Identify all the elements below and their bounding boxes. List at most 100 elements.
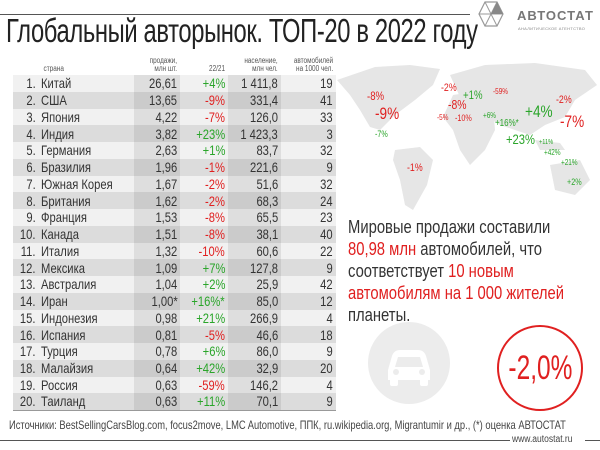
summary-line-5: планеты. (348, 304, 411, 325)
rank: 2. (13, 91, 39, 109)
table-row: 16. Испания 0,81 -5% 46,6 18 (13, 326, 336, 343)
change: -5% (180, 326, 229, 343)
population: 51,6 (228, 175, 281, 193)
sources-note: Источники: BestSellingCarsBlog.com, focu… (9, 418, 566, 432)
change: +4% (180, 75, 229, 92)
logo-hexagon-icon (478, 1, 504, 27)
table-row: 12. Мексика 1,09 +7% 127,8 9 (13, 259, 336, 276)
change: -7% (180, 108, 229, 126)
world-map: -8% -9% -7% -1% -2% +1% -8% -5% -10% +6% -59% +16%*… (335, 55, 600, 215)
country: Испания (38, 326, 135, 343)
total-change-value: -2,0% (508, 348, 572, 387)
map-change-label: -9% (375, 104, 400, 123)
per1000: 4 (280, 376, 336, 394)
change: -2% (180, 192, 229, 209)
rank: 17. (13, 343, 39, 360)
population: 126,0 (228, 108, 281, 126)
table-row: 13. Австралия 1,04 +2% 25,9 42 (13, 276, 336, 293)
country: Турция (38, 343, 135, 360)
table-row: 1. Китай 26,61 +4% 1 411,8 19 (13, 75, 336, 92)
rank: 5. (13, 142, 39, 159)
table-row: 7. Южная Корея 1,67 -2% 51,6 32 (13, 175, 336, 193)
sales: 13,65 (134, 91, 181, 109)
rank: 9. (13, 209, 39, 226)
map-change-label: +2% (567, 177, 582, 187)
per1000: 12 (280, 292, 336, 310)
per1000: 19 (280, 75, 336, 92)
population: 1 411,8 (228, 75, 281, 92)
country: Бразилия (38, 158, 135, 176)
country: Япония (38, 108, 135, 126)
population: 331,4 (228, 91, 281, 109)
sales: 0,81 (134, 326, 181, 343)
rank: 19. (13, 376, 39, 394)
rank: 7. (13, 175, 39, 193)
logo-subtitle: АНАЛИТИЧЕСКОЕ АГЕНТСТВО (518, 26, 586, 31)
population: 32,9 (228, 359, 281, 377)
table-row: 11. Италия 1,32 -10% 60,6 22 (13, 242, 336, 260)
header-sales: продажи, млн шт. (150, 56, 178, 73)
per1000: 4 (280, 309, 336, 327)
map-change-label: -7% (375, 129, 388, 139)
table-row: 19. Россия 0,63 -59% 146,2 4 (13, 376, 336, 394)
table-row: 20. Таиланд 0,63 +11% 70,1 9 (13, 393, 336, 410)
rank: 3. (13, 108, 39, 126)
population: 266,9 (228, 309, 281, 327)
country: Британия (38, 192, 135, 209)
rank: 18. (13, 359, 39, 377)
map-change-label: +4% (525, 102, 553, 121)
summary-line-1: Мировые продажи составили (348, 216, 551, 237)
change: +2% (180, 276, 229, 293)
population: 46,6 (228, 326, 281, 343)
sales: 1,53 (134, 209, 181, 226)
population: 25,9 (228, 276, 281, 293)
map-change-label: +16%* (495, 118, 519, 129)
table-row: 6. Бразилия 1,96 -1% 221,6 9 (13, 158, 336, 176)
sales: 0,63 (134, 393, 181, 410)
change: -2% (180, 175, 229, 193)
rank: 1. (13, 75, 39, 92)
summary-per1000: 10 новым (448, 260, 514, 281)
country: Мексика (38, 259, 135, 276)
rank: 10. (13, 225, 39, 243)
country: Италия (38, 242, 135, 260)
change: -9% (180, 91, 229, 109)
map-change-label: +42% (544, 148, 561, 157)
sales: 2,63 (134, 142, 181, 159)
change: +7% (180, 259, 229, 276)
change: +11% (180, 393, 229, 410)
map-change-label: -5% (437, 113, 449, 122)
world-map-shapes (337, 63, 597, 210)
per1000: 33 (280, 108, 336, 126)
rank: 20. (13, 393, 39, 410)
rank: 6. (13, 158, 39, 176)
country: Франция (38, 209, 135, 226)
population: 70,1 (228, 393, 281, 410)
sales: 1,51 (134, 225, 181, 243)
total-change-badge: -2,0% (497, 325, 583, 411)
country: США (38, 91, 135, 109)
population: 60,6 (228, 242, 281, 260)
table-row: 4. Индия 3,82 +23% 1 423,3 3 (13, 125, 336, 142)
map-change-label: -8% (367, 89, 385, 103)
country: Южная Корея (38, 175, 135, 193)
summary-line-2: автомобилей, что (416, 238, 542, 259)
change: -8% (180, 225, 229, 243)
rank: 13. (13, 276, 39, 293)
per1000: 9 (280, 259, 336, 276)
per1000: 32 (280, 175, 336, 193)
site-link[interactable]: www.autostat.ru (512, 434, 573, 445)
change: -1% (180, 158, 229, 176)
map-change-label: +6% (483, 111, 496, 120)
sales: 3,82 (134, 125, 181, 142)
change: +23% (180, 125, 229, 142)
header-per1000: автомобилей на 1000 чел. (293, 56, 333, 73)
per1000: 23 (280, 209, 336, 226)
per1000: 9 (280, 393, 336, 410)
rank: 4. (13, 125, 39, 142)
map-change-label: -7% (560, 112, 585, 131)
per1000: 22 (280, 242, 336, 260)
table-row: 9. Франция 1,53 -8% 65,5 23 (13, 209, 336, 226)
logo-brand: АВТОСТАТ (517, 8, 594, 23)
rank: 11. (13, 242, 39, 260)
